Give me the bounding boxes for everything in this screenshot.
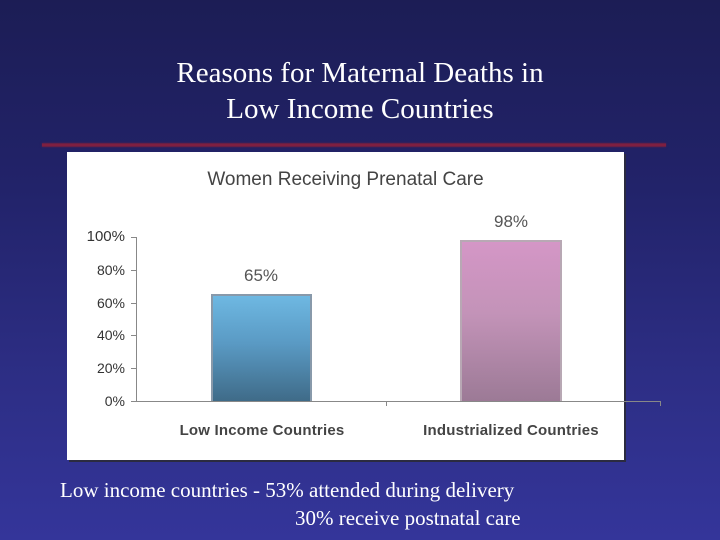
x-axis	[136, 401, 661, 402]
category-label-low-income: Low Income Countries	[179, 422, 345, 439]
y-tick-label-80: 80%	[96, 262, 125, 278]
y-tick-20	[131, 368, 137, 369]
y-tick-40	[131, 335, 137, 336]
y-tick-label-60: 60%	[96, 295, 125, 311]
y-axis	[136, 237, 137, 402]
y-tick-label-20: 20%	[96, 360, 125, 376]
x-tick-end	[660, 401, 661, 406]
y-tick-60	[131, 303, 137, 304]
y-tick-label-40: 40%	[96, 327, 125, 343]
y-tick-100	[131, 237, 137, 238]
x-tick-divider	[386, 401, 387, 406]
footer-line-1: Low income countries - 53% attended duri…	[60, 478, 515, 502]
slide-title-line-1: Reasons for Maternal Deaths in	[176, 57, 544, 89]
y-tick-0	[131, 401, 137, 402]
y-tick-label-100: 100%	[86, 228, 125, 245]
footer-line-2: 30% receive postnatal care	[295, 506, 521, 530]
y-tick-label-0: 0%	[104, 393, 125, 409]
bar-industrialized	[460, 240, 562, 401]
chart-panel: Women Receiving Prenatal Care 0% 20% 40%…	[67, 152, 661, 460]
bar-value-industrialized: 98%	[493, 212, 529, 231]
bar-value-low-income: 65%	[243, 266, 279, 285]
y-tick-80	[131, 270, 137, 271]
slide-title: Reasons for Maternal Deaths in Low Incom…	[0, 55, 720, 127]
bar-low-income	[211, 294, 312, 401]
category-label-industrialized: Industrialized Countries	[423, 422, 599, 439]
title-divider	[42, 143, 666, 147]
slide-title-line-2: Low Income Countries	[226, 93, 494, 125]
chart-title: Women Receiving Prenatal Care	[207, 169, 484, 190]
